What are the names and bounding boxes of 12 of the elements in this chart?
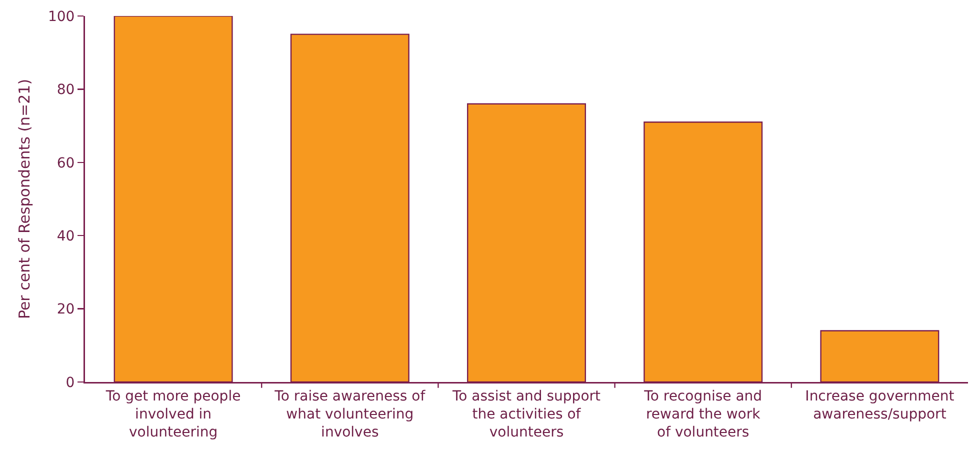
x-tick-label: To recognise and reward the work of volunteers [643,388,762,441]
y-axis-title: Per cent of Respondents (n=21) [15,78,34,320]
y-tick-label: 60 [56,155,75,172]
x-tick-label: To raise awareness of what volunteering involves [274,388,426,441]
y-tick-label: 80 [56,82,75,98]
x-tick-label: To assist and support the activities of volunteers [451,388,602,441]
y-tick-label: 0 [66,374,75,391]
x-tick-label: To get more people involved in volunteering [104,388,241,441]
y-tick-label: 100 [48,8,75,25]
y-tick-label: 40 [56,228,75,244]
x-tick-label: Increase government awareness/support [805,388,955,422]
y-tick-label: 20 [56,302,75,318]
